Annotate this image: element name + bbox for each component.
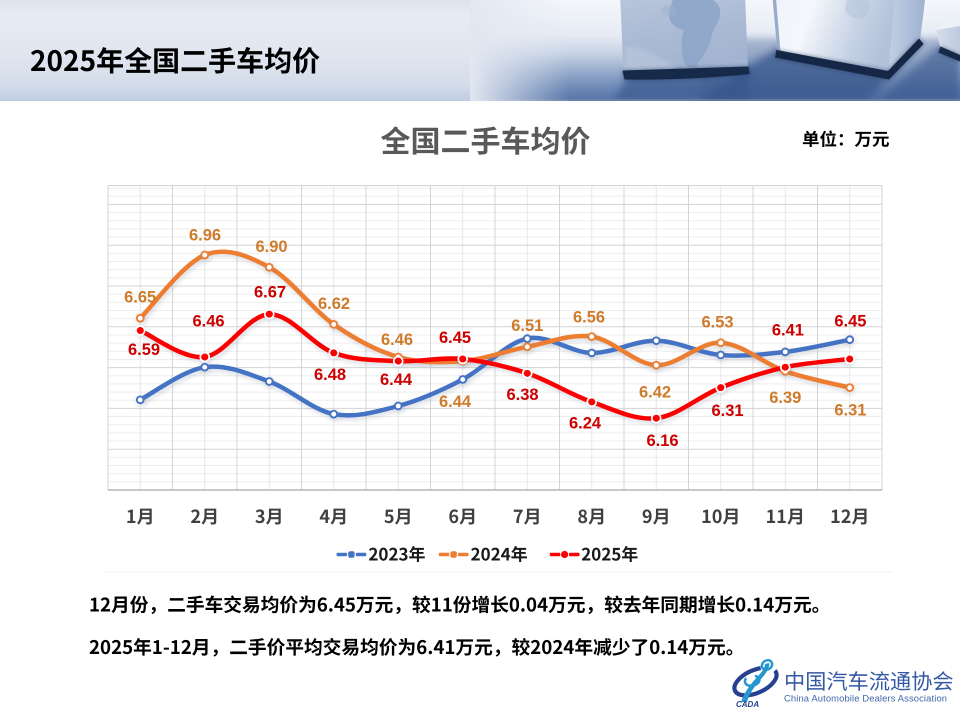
- svg-text:6.39: 6.39: [769, 389, 801, 407]
- svg-text:6.53: 6.53: [701, 313, 733, 331]
- svg-text:China Automobile Dealers Assoc: China Automobile Dealers Association: [784, 693, 947, 704]
- svg-text:6.31: 6.31: [834, 401, 866, 419]
- svg-text:6.46: 6.46: [192, 313, 224, 331]
- svg-text:6.51: 6.51: [511, 317, 543, 335]
- svg-text:6.46: 6.46: [381, 331, 413, 349]
- svg-text:6.45: 6.45: [439, 329, 471, 347]
- svg-text:CADA: CADA: [736, 700, 759, 709]
- svg-text:6.67: 6.67: [254, 283, 286, 301]
- svg-text:6.59: 6.59: [128, 341, 160, 359]
- svg-text:6.44: 6.44: [439, 393, 472, 411]
- svg-text:6.65: 6.65: [124, 289, 156, 307]
- svg-text:6.96: 6.96: [189, 227, 221, 245]
- svg-text:6.45: 6.45: [834, 313, 866, 331]
- svg-text:6.38: 6.38: [506, 386, 538, 404]
- svg-text:6.90: 6.90: [255, 238, 287, 256]
- svg-text:6.56: 6.56: [573, 308, 605, 326]
- svg-text:6.48: 6.48: [314, 366, 346, 384]
- svg-text:6.62: 6.62: [318, 295, 350, 313]
- svg-text:6.16: 6.16: [646, 432, 678, 450]
- svg-text:6.42: 6.42: [639, 383, 671, 401]
- svg-text:6.44: 6.44: [380, 371, 413, 389]
- svg-text:6.31: 6.31: [711, 402, 743, 420]
- svg-text:6.24: 6.24: [569, 414, 602, 432]
- svg-text:6.41: 6.41: [772, 322, 804, 340]
